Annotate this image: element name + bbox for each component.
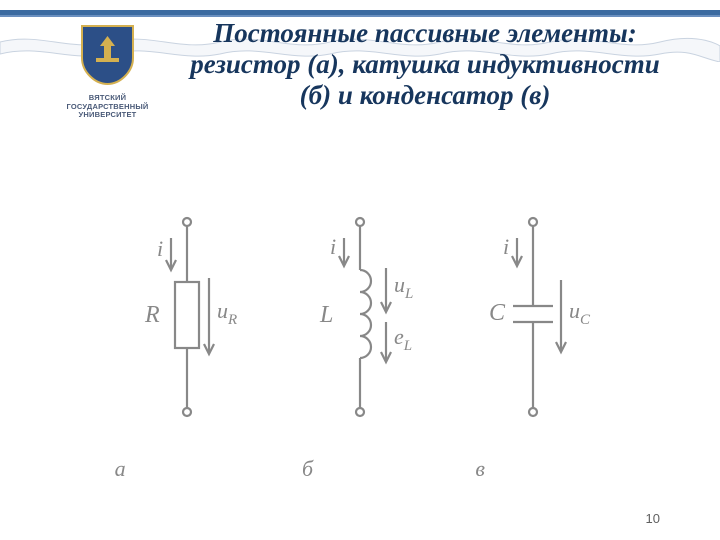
svg-text:eL: eL (394, 324, 412, 354)
label-C: C (489, 300, 506, 326)
label-i-a: i (157, 236, 163, 261)
label-uL-sub: L (404, 286, 413, 302)
label-eL-sub: L (403, 338, 412, 354)
label-eL-e: e (394, 324, 404, 349)
label-uC-u: u (569, 298, 580, 323)
university-logo: ВЯТСКИЙ ГОСУДАРСТВЕННЫЙ УНИВЕРСИТЕТ (60, 22, 155, 120)
label-uR-u: u (217, 298, 228, 323)
svg-text:uR: uR (217, 298, 237, 328)
circuit-resistor: R i uR а (107, 210, 267, 470)
circuit-inductor: L i uL eL б (280, 210, 440, 470)
svg-text:uL: uL (394, 272, 413, 302)
label-L: L (319, 302, 333, 328)
shield-icon (80, 22, 135, 86)
slide-number: 10 (646, 511, 660, 526)
circuit-capacitor: C i uC в (453, 210, 613, 470)
logo-line-3: УНИВЕРСИТЕТ (60, 111, 155, 120)
label-i-c: i (503, 234, 509, 259)
svg-text:uC: uC (569, 298, 591, 328)
circuit-diagram-row: R i uR а (100, 210, 620, 470)
label-uL-u: u (394, 272, 405, 297)
label-uC-sub: C (580, 312, 591, 328)
sublabel-b: б (302, 456, 313, 482)
slide-title: Постоянные пассивные элементы: резистор … (175, 18, 675, 111)
label-uR-sub: R (227, 312, 237, 328)
label-R: R (144, 302, 160, 328)
sublabel-a: а (115, 456, 126, 482)
label-i-b: i (330, 234, 336, 259)
sublabel-c: в (475, 456, 485, 482)
